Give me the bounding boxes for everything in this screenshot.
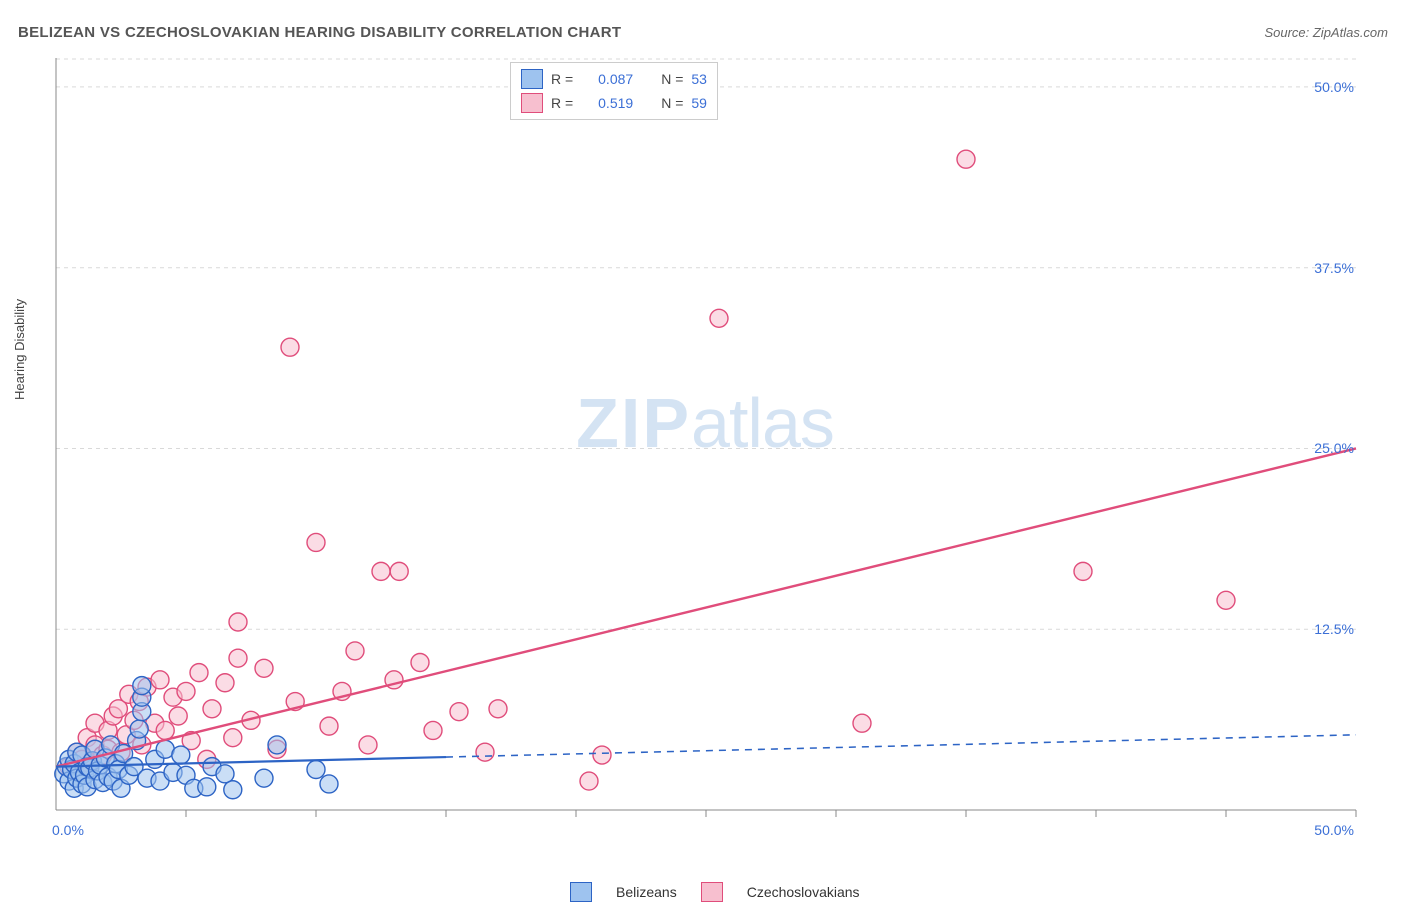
- n-label: N =: [661, 95, 683, 111]
- legend-row-czech: R = 0.519 N = 59: [521, 91, 707, 115]
- swatch-czech-icon: [521, 93, 543, 113]
- swatch-belizeans-icon: [570, 882, 592, 902]
- chart-title: BELIZEAN VS CZECHOSLOVAKIAN HEARING DISA…: [18, 24, 621, 41]
- x-tick-label-max: 50.0%: [1314, 822, 1354, 838]
- chart-area: ZIPatlas 12.5%25.0%37.5%50.0%0.0%50.0%: [50, 58, 1360, 818]
- y-tick-label: 50.0%: [1314, 79, 1354, 95]
- source-name: ZipAtlas.com: [1313, 25, 1388, 40]
- y-tick-label: 25.0%: [1314, 440, 1354, 456]
- n-label: N =: [661, 71, 683, 87]
- legend-label-belizeans: Belizeans: [616, 884, 677, 900]
- r-value-czech: 0.519: [581, 95, 633, 111]
- scatter-plot: [50, 58, 1360, 818]
- source-prefix: Source:: [1264, 25, 1312, 40]
- y-axis-label: Hearing Disability: [12, 299, 27, 400]
- correlation-legend: R = 0.087 N = 53 R = 0.519 N = 59: [510, 62, 718, 120]
- y-tick-label: 37.5%: [1314, 260, 1354, 276]
- source-attribution: Source: ZipAtlas.com: [1264, 25, 1388, 40]
- legend-row-belizeans: R = 0.087 N = 53: [521, 67, 707, 91]
- x-tick-label-min: 0.0%: [52, 822, 84, 838]
- r-value-belizeans: 0.087: [581, 71, 633, 87]
- swatch-belizeans-icon: [521, 69, 543, 89]
- legend-label-czech: Czechoslovakians: [747, 884, 860, 900]
- swatch-czech-icon: [701, 882, 723, 902]
- n-value-belizeans: 53: [691, 71, 707, 87]
- y-tick-label: 12.5%: [1314, 621, 1354, 637]
- series-legend: Belizeans Czechoslovakians: [570, 882, 860, 902]
- r-label: R =: [551, 71, 573, 87]
- r-label: R =: [551, 95, 573, 111]
- n-value-czech: 59: [691, 95, 707, 111]
